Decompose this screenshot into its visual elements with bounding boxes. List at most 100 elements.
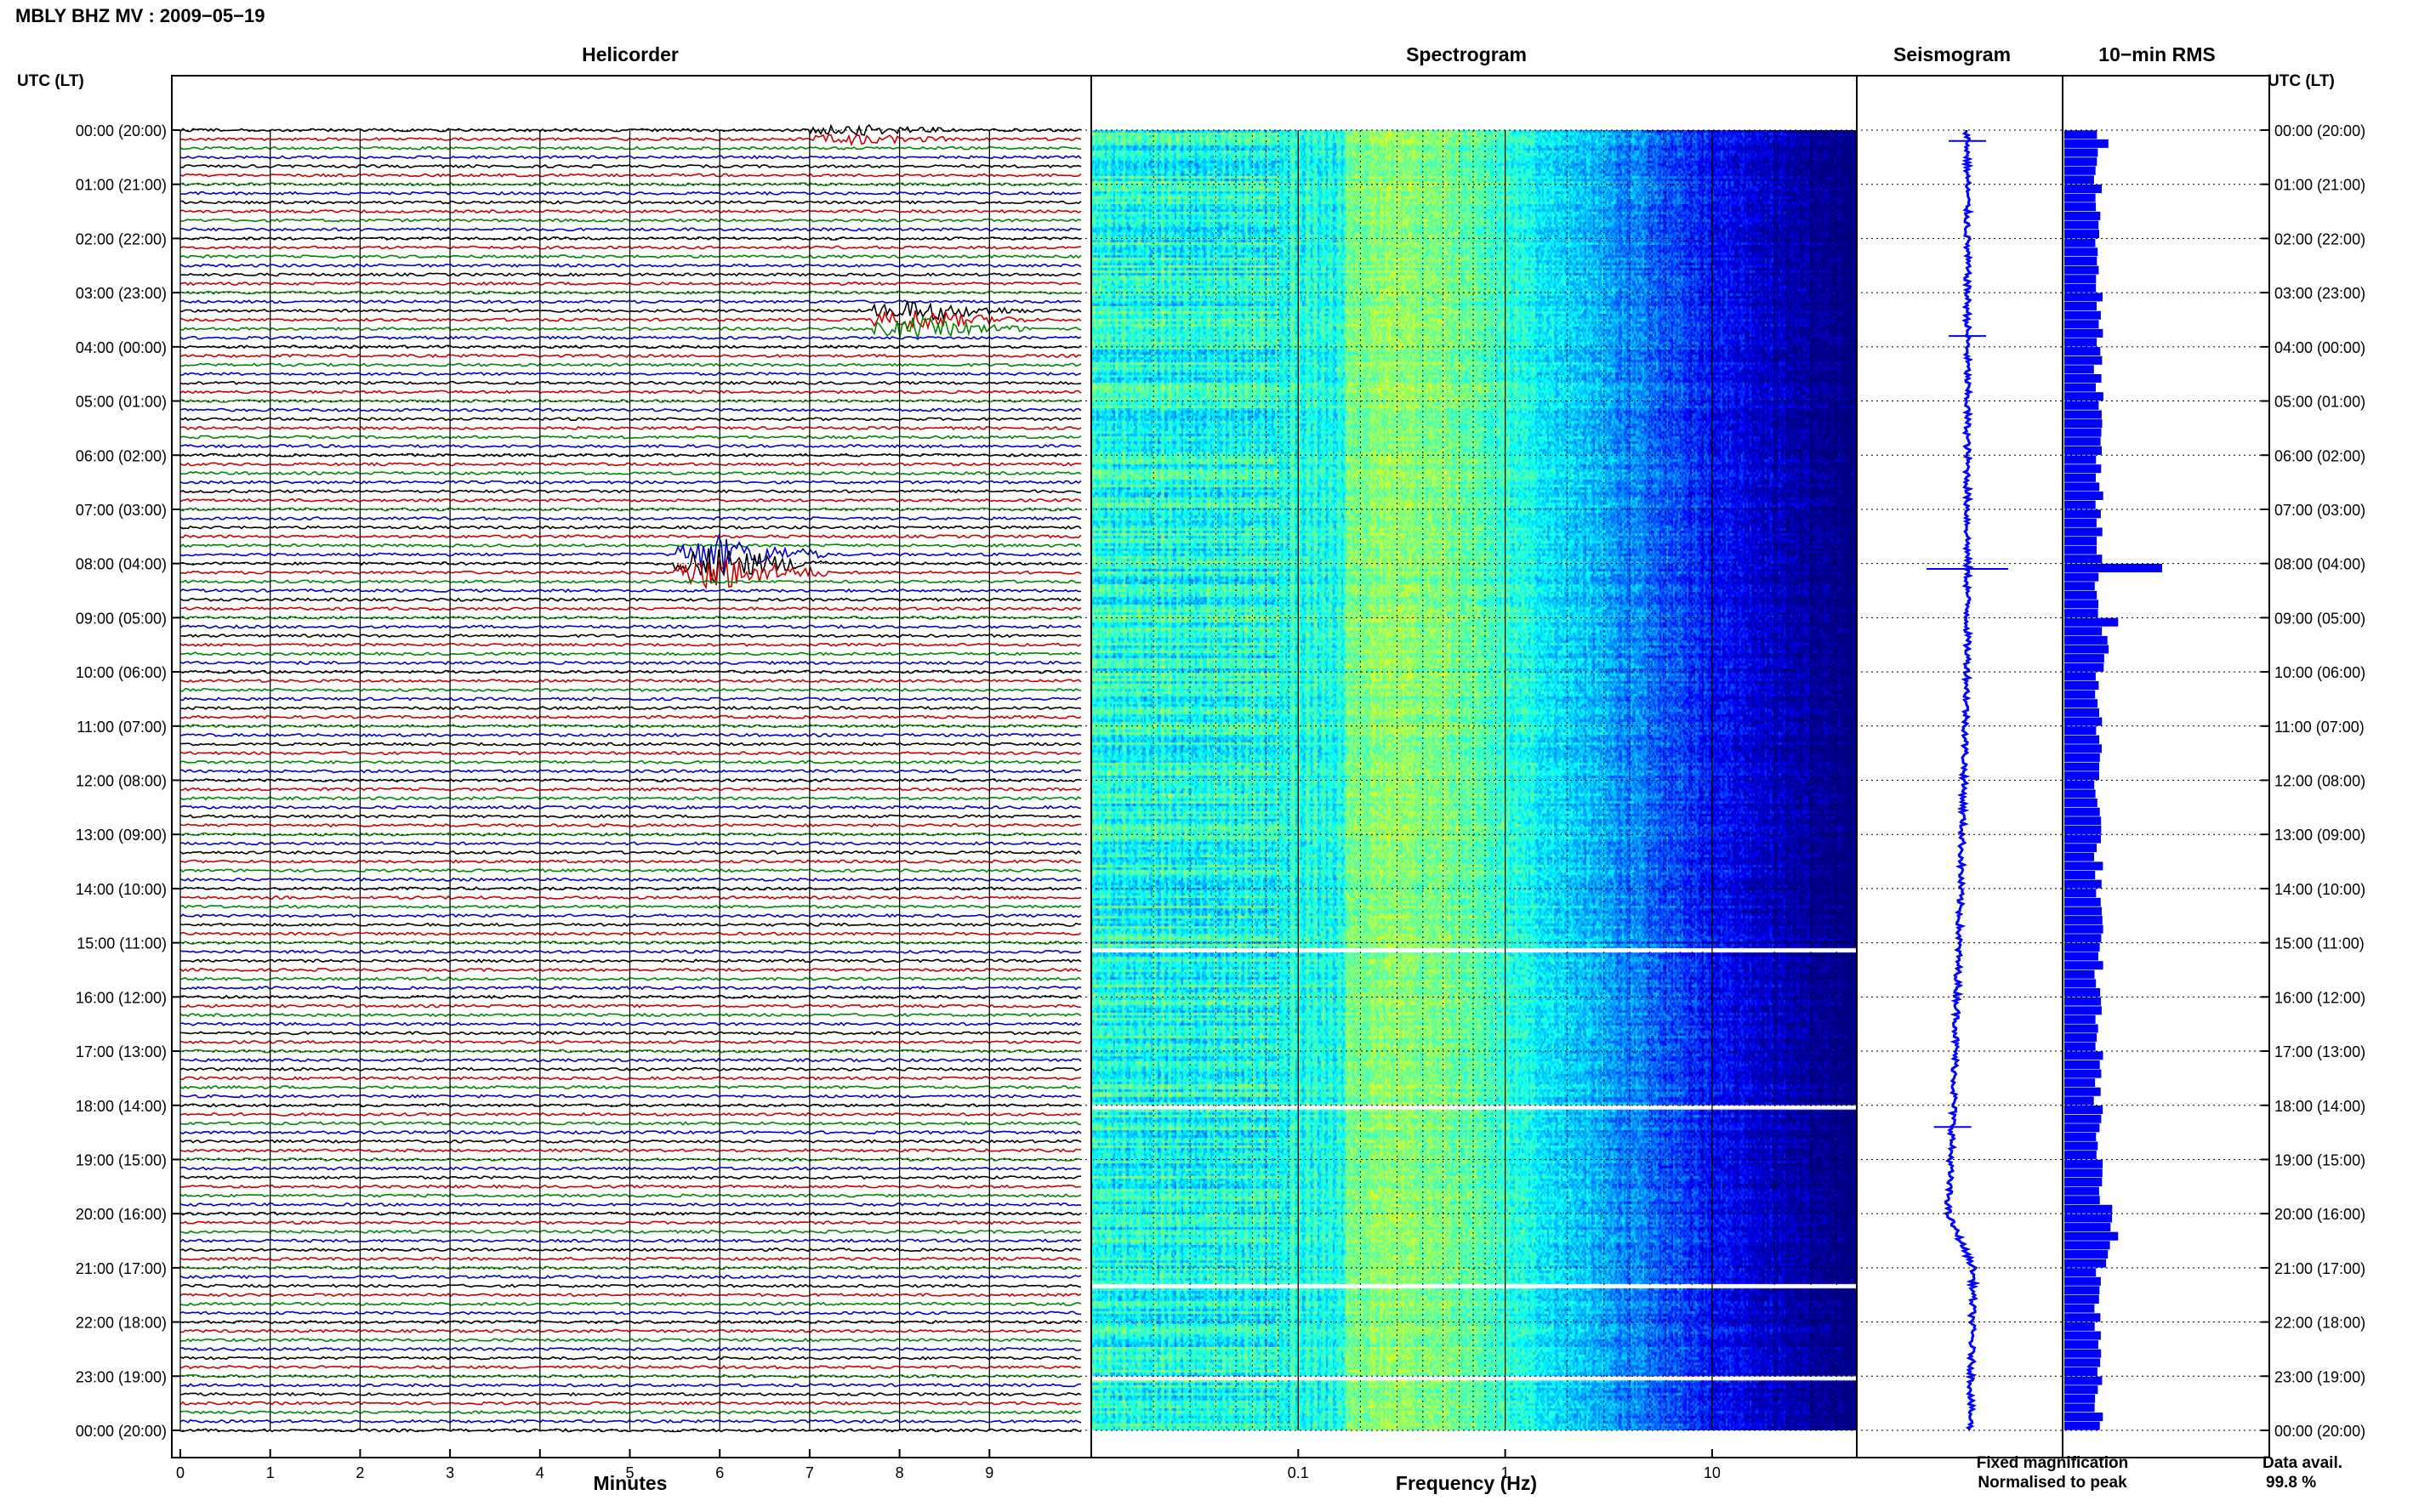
helicorder-trace-line [179, 588, 1082, 594]
helicorder-trace-line [179, 751, 1082, 756]
time-tick-label-left: 11:00 (07:00) [77, 719, 167, 736]
time-tick-label-right: 05:00 (01:00) [2274, 394, 2365, 411]
helicorder-trace-line [179, 290, 1082, 295]
helicorder-trace-line [179, 1391, 1082, 1397]
helicorder-trace-line [180, 218, 1082, 223]
rms-bar [2064, 924, 2103, 934]
rms-bar [2064, 564, 2162, 572]
rms-bar [2064, 148, 2098, 157]
time-tick-label-right: 04:00 (00:00) [2274, 339, 2365, 356]
helicorder-trace-line [179, 724, 1082, 729]
time-tick-label-left: 17:00 (13:00) [76, 1043, 167, 1060]
rms-bar [2064, 979, 2097, 988]
rms-bar [2064, 969, 2095, 979]
rms-bar [2064, 771, 2099, 781]
helicorder-trace-line [179, 1193, 1082, 1198]
time-tick-label-right: 18:00 (14:00) [2274, 1098, 2365, 1115]
rms-bar [2064, 753, 2100, 762]
rms-bar [2064, 590, 2097, 600]
rms-bar [2064, 1042, 2096, 1051]
helicorder-trace-line [179, 1238, 1082, 1243]
rms-bar [2064, 428, 2102, 437]
time-tick-label-right: 14:00 (10:00) [2274, 881, 2365, 898]
rms-bar [2064, 635, 2108, 645]
helicorder-trace-line [179, 1148, 1082, 1153]
helicorder-trace-line [179, 732, 1082, 738]
time-tick-label-right: 00:00 (20:00) [2274, 122, 2365, 139]
helicorder-trace-line [179, 1166, 1082, 1171]
helicorder-trace-line [179, 687, 1082, 693]
helicorder-trace-line [179, 814, 1082, 819]
panel-title-helicorder: Helicorder [582, 43, 679, 65]
rms-bar [2064, 185, 2102, 193]
rms-bar [2064, 1078, 2096, 1088]
time-tick-label-left: 01:00 (21:00) [76, 177, 167, 194]
rms-bar [2064, 347, 2101, 356]
rms-bar [2064, 1241, 2110, 1250]
time-tick-label-left: 12:00 (08:00) [76, 773, 167, 790]
helicorder-trace-line [179, 480, 1082, 485]
minute-tick-label: 7 [805, 1464, 814, 1481]
spectrogram-xlabel: Frequency (Hz) [1396, 1472, 1537, 1494]
rms-bar [2064, 1349, 2102, 1358]
rms-bar [2064, 401, 2099, 410]
rms-bar [2064, 609, 2098, 618]
helicorder-trace-line [179, 398, 1082, 404]
time-tick-label-left: 06:00 (02:00) [76, 447, 167, 464]
rms-bar [2064, 834, 2101, 844]
rms-bar [2064, 1132, 2097, 1141]
helicorder-trace-line [179, 696, 1082, 702]
rms-bar [2064, 302, 2097, 310]
rms-bar [2064, 1413, 2103, 1422]
minute-tick-label: 2 [356, 1464, 364, 1481]
rms-bar [2064, 1151, 2097, 1160]
rms-bar [2064, 572, 2099, 582]
rms-bar [2064, 410, 2102, 419]
helicorder-trace-line [179, 1094, 1082, 1099]
rms-bar [2064, 961, 2103, 970]
panel-title-spectrogram: Spectrogram [1406, 43, 1527, 65]
rms-bar [2064, 1204, 2113, 1214]
helicorder-trace-line [179, 1383, 1082, 1388]
rms-bar [2064, 1006, 2102, 1015]
rms-bar [2064, 527, 2103, 537]
helicorder-trace-line [179, 1121, 1082, 1126]
panel-title-seismogram: Seismogram [1893, 43, 2011, 65]
helicorder-trace-line [179, 1031, 1082, 1036]
helicorder-trace-line [179, 1265, 1082, 1270]
rms-bar [2064, 889, 2097, 898]
rms-bar [2064, 1024, 2098, 1033]
rms-bar [2064, 328, 2103, 338]
helicorder-trace-line [179, 895, 1082, 901]
helicorder-trace-line [179, 1039, 1082, 1044]
helicorder-trace-line [179, 1049, 1082, 1054]
frequency-tick-label: 10 [1704, 1464, 1721, 1481]
rms-bar [2064, 681, 2099, 690]
rms-bar [2064, 789, 2096, 799]
helicorder-trace-line [179, 1076, 1082, 1081]
rms-bar [2064, 455, 2097, 464]
helicorder-trace-line [179, 1310, 1082, 1316]
helicorder-trace-line [179, 660, 1082, 666]
time-tick-label-left: 18:00 (14:00) [76, 1098, 167, 1115]
helicorder-trace-line [179, 1003, 1082, 1009]
rms-bar [2064, 997, 2102, 1006]
rms-bar [2064, 220, 2099, 230]
rms-bar [2064, 130, 2097, 139]
rms-bar [2064, 807, 2100, 816]
rms-bar [2064, 934, 2102, 943]
helicorder-trace-line [179, 335, 1082, 340]
time-axis-label-right: UTC (LT) [2268, 72, 2335, 90]
rms-bar [2064, 1106, 2103, 1114]
helicorder-trace-line [179, 1175, 1081, 1180]
helicorder-trace-line [180, 787, 1082, 792]
figure-title: MBLY BHZ MV : 2009−05−19 [15, 5, 265, 26]
time-tick-label-right: 23:00 (19:00) [2274, 1368, 2365, 1385]
rms-bar [2064, 825, 2102, 834]
helicorder-trace-line [179, 1346, 1082, 1352]
helicorder-trace-line [179, 769, 1082, 774]
rms-bar [2064, 509, 2101, 519]
helicorder-trace-line [179, 994, 1082, 1000]
helicorder-trace-line [179, 714, 1082, 719]
